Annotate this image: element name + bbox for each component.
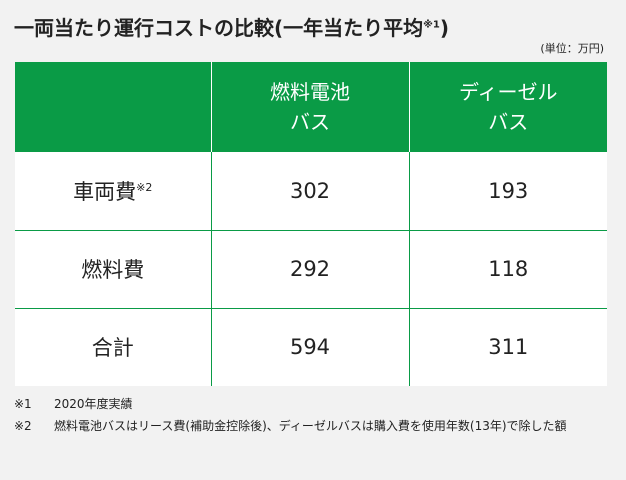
footnote: ※1 2020年度実績 (14, 393, 614, 415)
header-line: バス (290, 110, 330, 134)
cell-fuel-cell-bus: 594 (210, 308, 409, 386)
header-line: ディーゼル (458, 80, 558, 104)
table-row: 車両費※2 302 193 (15, 152, 607, 231)
header-row: 燃料電池 バス ディーゼル バス (15, 62, 607, 152)
title-close: ) (439, 16, 449, 40)
footnote-text: 2020年度実績 (54, 397, 133, 411)
page-title: 一両当たり運行コストの比較(一年当たり平均※1) (14, 12, 449, 41)
table-header: 燃料電池 バス ディーゼル バス (15, 62, 607, 152)
row-label: 合計 (15, 308, 211, 386)
footnote-mark: ※1 (14, 397, 32, 411)
header-cell-fuel-cell-bus: 燃料電池 バス (210, 62, 409, 152)
unit-label: (単位：万円) (540, 42, 604, 55)
row-note-ref: ※2 (136, 180, 153, 194)
header-line: バス (488, 110, 529, 134)
cell-diesel-bus: 118 (408, 230, 607, 309)
cell-fuel-cell-bus: 292 (210, 230, 409, 309)
row-label: 燃料費 (15, 230, 211, 309)
table-row: 合計 594 311 (15, 308, 607, 386)
header-line: 燃料電池 (270, 80, 350, 104)
footnote-text: 燃料電池バスはリース費(補助金控除後)、ディーゼルバスは購入費を使用年数(13年… (54, 419, 567, 433)
row-label-text: 燃料費 (81, 258, 145, 282)
table-body: 車両費※2 302 193 燃料費 292 118 合計 594 311 (15, 152, 607, 386)
table-row: 燃料費 292 118 (15, 230, 607, 309)
cell-diesel-bus: 311 (408, 308, 607, 386)
row-label-text: 車両費 (73, 179, 137, 204)
title-text: 一両当たり運行コストの比較(一年当たり平均 (14, 16, 424, 40)
cost-comparison-table: 燃料電池 バス ディーゼル バス 車両費※2 302 193 燃料費 292 1… (15, 62, 607, 386)
row-label: 車両費※2 (15, 152, 211, 231)
footnote: ※2 燃料電池バスはリース費(補助金控除後)、ディーゼルバスは購入費を使用年数(… (14, 415, 614, 437)
cell-fuel-cell-bus: 302 (210, 152, 409, 231)
footnotes: ※1 2020年度実績 ※2 燃料電池バスはリース費(補助金控除後)、ディーゼル… (14, 393, 614, 437)
header-cell-diesel-bus: ディーゼル バス (408, 62, 607, 152)
row-label-text: 合計 (91, 336, 134, 361)
title-note-ref: ※1 (423, 19, 440, 31)
cell-diesel-bus: 193 (408, 152, 607, 231)
footnote-mark: ※2 (14, 419, 32, 433)
header-cell-empty (15, 62, 211, 152)
